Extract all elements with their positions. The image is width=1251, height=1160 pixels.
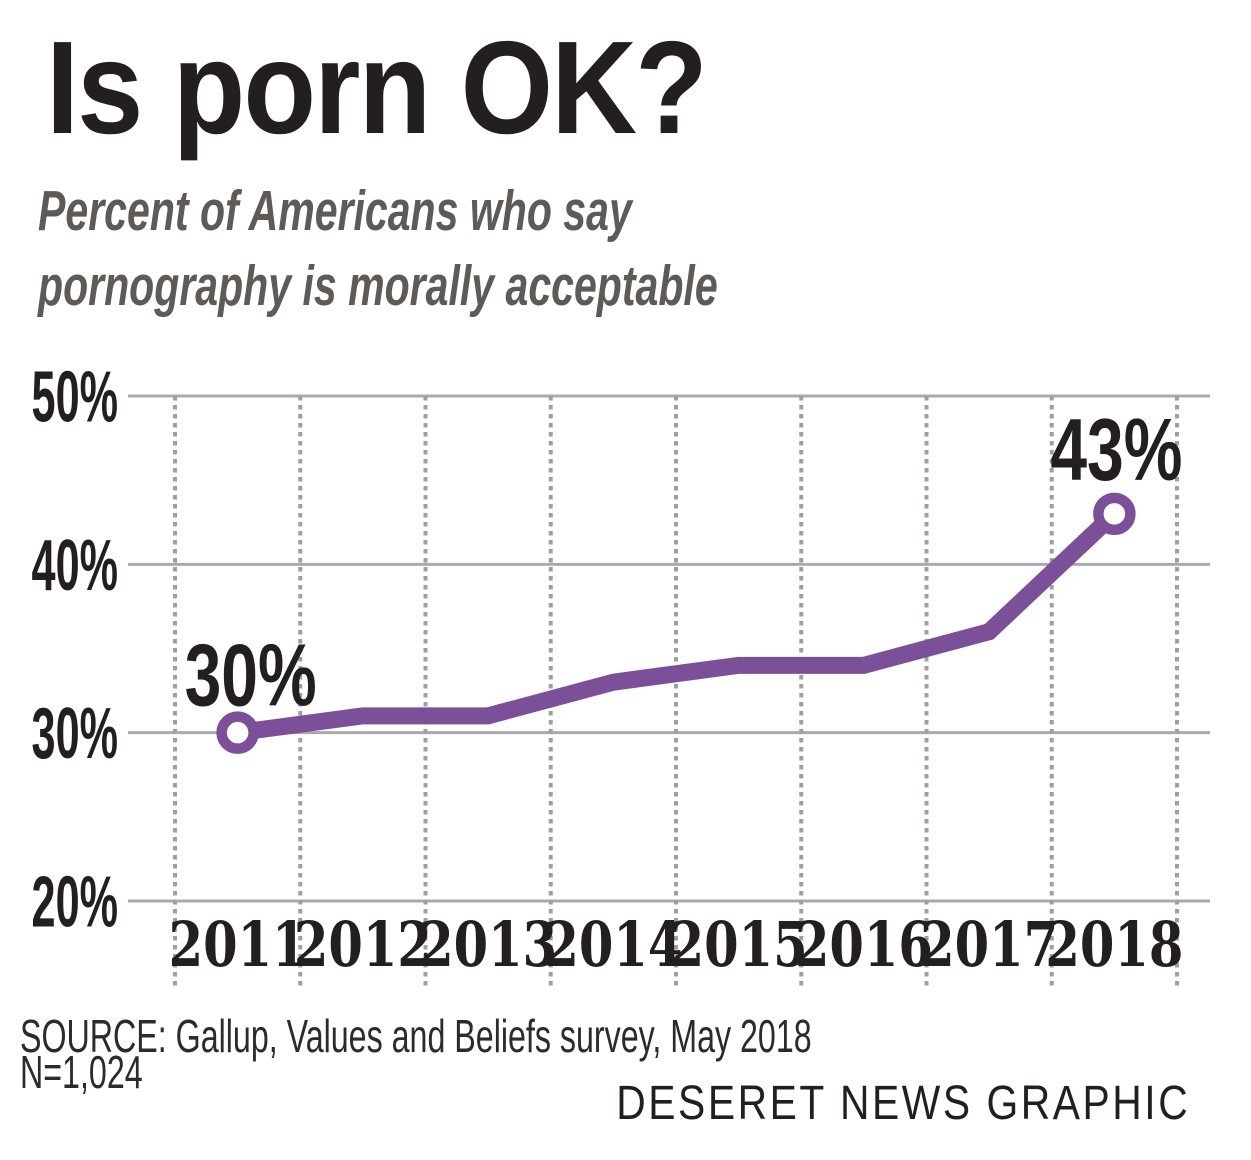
ytick-label-40: 40% [32, 524, 118, 605]
svg-text:2013: 2013 [419, 909, 557, 982]
ytick-label-20: 20% [32, 861, 118, 942]
page-title: Is porn OK? [46, 14, 708, 161]
sample-size: N=1,024 [20, 1046, 143, 1098]
marker-2011 [216, 711, 259, 754]
subtitle-line-1: Percent of Americans who say [38, 179, 632, 243]
xtick-label-2014: 2014 [544, 909, 682, 982]
svg-text:40%: 40% [32, 524, 118, 605]
svg-text:2014: 2014 [544, 909, 682, 982]
svg-text:43%: 43% [1050, 402, 1182, 499]
source-line: SOURCE: Gallup, Values and Beliefs surve… [20, 1010, 812, 1062]
xtick-label-2013: 2013 [419, 909, 557, 982]
svg-text:2017: 2017 [920, 909, 1058, 982]
xtick-label-2018: 2018 [1045, 909, 1183, 982]
svg-text:2018: 2018 [1045, 909, 1183, 982]
chart-subtitle: Percent of Americans who say pornography… [38, 174, 718, 324]
xtick-label-2016: 2016 [795, 909, 933, 982]
point-label-2011: 30% [185, 628, 317, 725]
subtitle-line-2: pornography is morally acceptable [38, 254, 718, 318]
svg-text:2011: 2011 [169, 909, 307, 982]
source-note: SOURCE: Gallup, Values and Beliefs surve… [20, 1010, 812, 1098]
point-label-2018: 43% [1050, 402, 1182, 499]
svg-text:2012: 2012 [294, 909, 432, 982]
credit-line: DESERET NEWS GRAPHIC [616, 1077, 1190, 1130]
xtick-label-2017: 2017 [920, 909, 1058, 982]
svg-text:30%: 30% [32, 693, 118, 774]
svg-text:30%: 30% [185, 628, 317, 725]
ytick-label-50: 50% [32, 356, 118, 437]
xtick-label-2015: 2015 [670, 909, 808, 982]
data-line [236, 507, 1121, 742]
xtick-label-2012: 2012 [294, 909, 432, 982]
svg-text:20%: 20% [32, 861, 118, 942]
xtick-label-2011: 2011 [169, 909, 307, 982]
svg-text:2016: 2016 [795, 909, 933, 982]
marker-2018 [1093, 492, 1136, 536]
svg-text:2015: 2015 [670, 909, 808, 982]
ytick-label-30: 30% [32, 693, 118, 774]
svg-text:50%: 50% [32, 356, 118, 437]
